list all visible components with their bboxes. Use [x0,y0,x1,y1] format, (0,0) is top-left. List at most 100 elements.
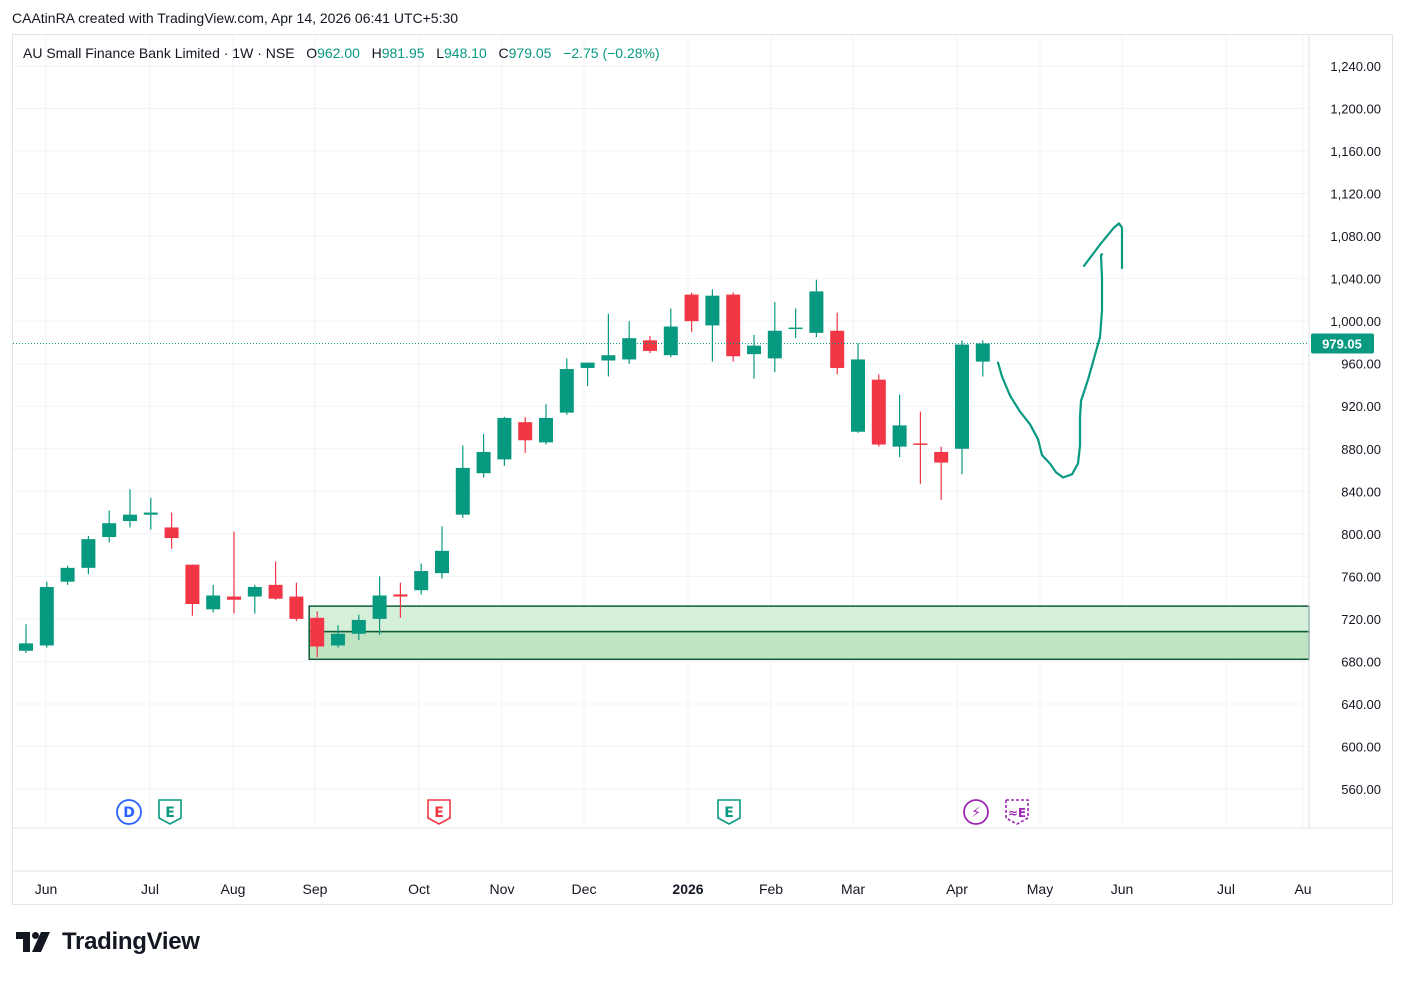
time-tick-label: Jul [1217,881,1235,897]
candle-body [372,595,387,619]
candle-body [684,294,699,322]
time-tick-label: Mar [841,881,865,897]
candle-body [788,327,803,330]
candle-body [19,643,33,651]
candle-body [331,633,345,646]
time-axis[interactable]: Jun Jul Aug Sep Oct Nov Dec 2026 Feb Mar Apr May Jun… [35,881,1312,897]
time-tick-label: Nov [490,881,515,897]
price-tick-label: 760.00 [1341,569,1381,584]
candle-body [143,512,158,515]
time-tick-label: Feb [759,881,783,897]
creator-line: CAAtinRA created with TradingView.com, A… [12,10,459,26]
candle-body [393,594,408,597]
candle-body [643,340,657,351]
candle-body [871,379,886,445]
candle-body [268,584,283,599]
time-tick-label: May [1027,881,1053,897]
price-tick-label: 640.00 [1341,697,1381,712]
time-tick-label: Oct [408,881,430,897]
candle-body [580,362,595,368]
time-tick-label: Dec [572,881,597,897]
price-tick-label: 800.00 [1341,527,1381,542]
low-label: L [436,45,445,61]
candle-body [476,451,491,474]
price-axis[interactable]: 560.00 600.00 640.00 680.00 720.00 760.00 800.… [1330,59,1381,797]
earnings-badge-icon[interactable] [717,799,741,825]
price-tick-label: 560.00 [1341,782,1381,797]
candle-body [102,523,117,538]
candle-body [622,338,637,360]
price-tick-label: 1,040.00 [1330,272,1381,287]
time-tick-label: Sep [303,881,328,897]
split-badge-icon[interactable] [963,799,989,825]
dividend-badge-label: D [123,805,135,821]
close-value: 979.05 [508,45,552,61]
candle-body [351,619,366,634]
high-label: H [371,45,382,61]
tradingview-logo[interactable]: TradingView [14,928,200,956]
candle-body [767,330,782,359]
price-tick-label: 1,200.00 [1330,102,1381,117]
candle-body [934,451,949,463]
time-tick-label: Jun [1111,881,1134,897]
earnings-estimate-badge-label: ≈E [1008,806,1026,820]
time-tick-label: 2026 [672,881,703,897]
earnings-estimate-badge-icon[interactable] [1005,799,1029,825]
candle-body [39,586,54,646]
candle-body [60,567,75,582]
time-tick-label: Jul [141,881,159,897]
candle-body [830,330,845,368]
candle-body [955,344,969,449]
change-value: −2.75 (−0.28%) [563,45,660,61]
candle-body [206,595,221,610]
candle-body [559,369,574,413]
candle-body [809,291,824,333]
grid-lines [13,35,1309,828]
earnings-badge-icon[interactable] [158,799,182,825]
candle-body [435,550,449,574]
last-price-tag-bg [1311,333,1374,354]
price-tick-label: 600.00 [1341,739,1381,754]
zone-upper-band[interactable] [308,605,1310,633]
candle-body [747,345,761,355]
candle-body [123,514,137,522]
time-tick-label: Au [1294,881,1311,897]
candle-body [310,617,325,647]
time-tick-label: Jun [35,881,58,897]
last-price-tag: 979.05 [1311,333,1374,354]
candle-body [601,355,616,361]
last-price-tag-label: 979.05 [1322,336,1362,351]
candle-body [497,417,512,460]
price-tick-label: 1,000.00 [1330,314,1381,329]
candle-body [164,527,179,539]
zone-lower-band[interactable] [308,630,1310,661]
earnings-badge-label: E [724,805,734,821]
support-zone[interactable] [308,605,1310,661]
earnings-badge-label: E [165,805,175,821]
close-label: C [498,45,509,61]
candle-body [455,467,470,515]
tv-logo-icon [16,932,50,952]
candle-body [851,359,865,432]
candle-body [726,294,741,357]
event-badges[interactable]: D E E E ⚡ ≈E [116,799,1029,825]
dividend-badge-icon[interactable] [116,799,142,825]
earnings-badge-label: E [434,805,444,821]
earnings-badge-icon[interactable] [427,799,451,825]
price-tick-label: 720.00 [1341,612,1381,627]
symbol-legend: AU Small Finance Bank Limited · 1W · NSE… [23,45,660,61]
price-tick-label: 1,120.00 [1330,187,1381,202]
symbol-name[interactable]: AU Small Finance Bank Limited · 1W · NSE [23,45,295,61]
candle-body [892,425,907,447]
projection-drawing[interactable] [996,222,1124,479]
low-value: 948.10 [444,45,487,61]
time-tick-label: Aug [221,881,246,897]
candle-body [414,571,429,591]
price-tick-label: 960.00 [1341,357,1381,372]
logo-wordmark: TradingView [62,928,200,955]
price-tick-label: 880.00 [1341,442,1381,457]
candle-body [539,417,553,443]
price-tick-label: 1,240.00 [1330,59,1381,74]
chart-frame[interactable] [12,34,1393,905]
